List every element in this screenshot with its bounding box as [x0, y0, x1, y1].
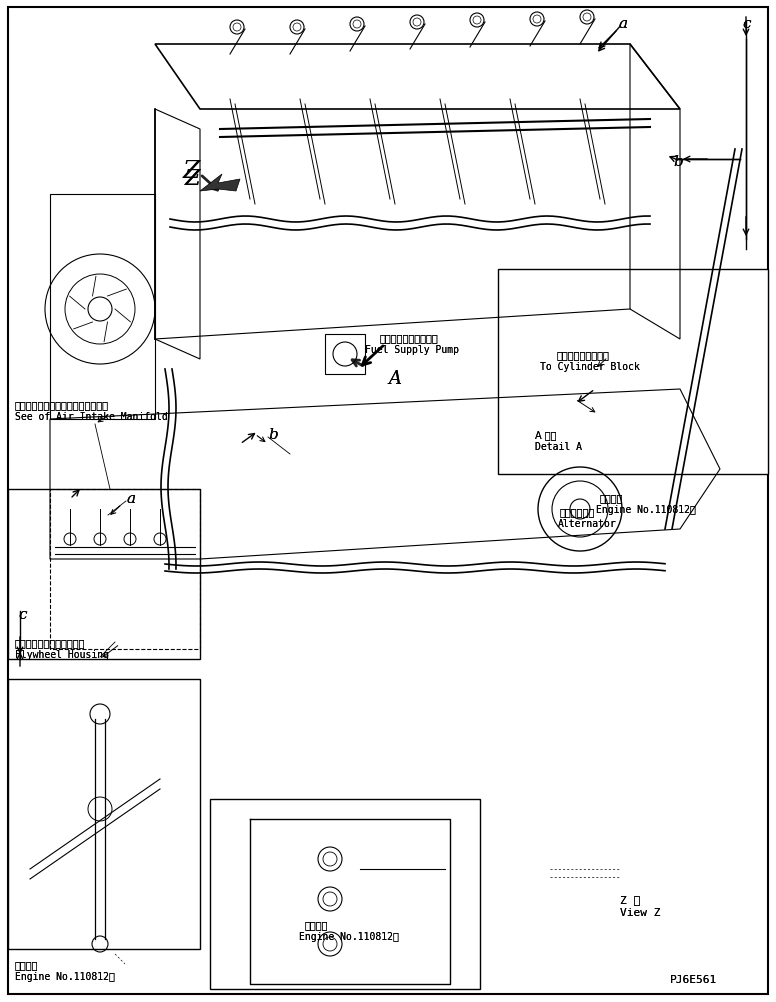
- Text: A 詳細: A 詳細: [535, 430, 556, 440]
- Polygon shape: [200, 174, 240, 191]
- Text: c: c: [742, 17, 750, 31]
- Text: オルタネータ: オルタネータ: [560, 506, 595, 516]
- Text: Engine No.110812～: Engine No.110812～: [299, 931, 399, 941]
- Text: 適用号機: 適用号機: [600, 493, 623, 502]
- Text: b: b: [268, 428, 278, 442]
- Text: Engine No.110812～: Engine No.110812～: [15, 971, 115, 981]
- Text: Z: Z: [183, 160, 200, 182]
- Text: A: A: [388, 370, 401, 388]
- Text: See of Air Intake Manifold: See of Air Intake Manifold: [15, 412, 168, 422]
- Text: エアーインテークマニホールド参照: エアーインテークマニホールド参照: [15, 400, 109, 410]
- Text: View Z: View Z: [620, 907, 660, 917]
- Text: Detail A: Detail A: [535, 442, 582, 452]
- Text: Flywheel Housing: Flywheel Housing: [15, 649, 109, 659]
- Bar: [325, 335, 365, 375]
- Text: Z: Z: [185, 167, 200, 189]
- Text: エアーインテークマニホールド参照: エアーインテークマニホールド参照: [15, 400, 109, 410]
- Text: a: a: [126, 492, 135, 505]
- Text: Engine No.110812～: Engine No.110812～: [15, 971, 115, 981]
- Text: Detail A: Detail A: [535, 442, 582, 452]
- Text: フライホイールハウジング: フライホイールハウジング: [15, 637, 85, 647]
- Text: A 詳細: A 詳細: [535, 430, 556, 440]
- Text: 適用号機: 適用号機: [15, 959, 39, 969]
- Text: 適用号機: 適用号機: [305, 919, 328, 929]
- Text: PJ6E561: PJ6E561: [670, 974, 717, 984]
- Text: Engine No.110812～: Engine No.110812～: [299, 931, 399, 941]
- Text: To Cylinder Block: To Cylinder Block: [540, 362, 640, 372]
- Text: フエルサプライポンプ: フエルサプライポンプ: [380, 333, 438, 343]
- Text: Engine No.110812～: Engine No.110812～: [596, 504, 696, 514]
- Bar: [8, 679, 200, 949]
- Text: 適用号機: 適用号機: [305, 919, 328, 929]
- Text: b: b: [268, 428, 278, 442]
- Text: PJ6E561: PJ6E561: [670, 974, 717, 984]
- Text: c: c: [742, 17, 750, 31]
- Text: A: A: [388, 370, 401, 388]
- Text: Z: Z: [185, 167, 200, 189]
- Text: a: a: [126, 492, 135, 505]
- Text: オルタネータ: オルタネータ: [560, 506, 595, 516]
- Text: b: b: [673, 155, 683, 168]
- Text: 適用号機: 適用号機: [600, 493, 623, 502]
- Text: a: a: [618, 17, 627, 31]
- Text: Fuel Supply Pump: Fuel Supply Pump: [365, 345, 459, 355]
- Text: Z 視: Z 視: [620, 894, 640, 904]
- Bar: [210, 800, 480, 989]
- Text: Fuel Supply Pump: Fuel Supply Pump: [365, 345, 459, 355]
- Text: a: a: [618, 17, 627, 31]
- Text: フエルサプライポンプ: フエルサプライポンプ: [380, 333, 438, 343]
- Text: Engine No.110812～: Engine No.110812～: [596, 504, 696, 514]
- Text: 適用号機: 適用号機: [15, 959, 39, 969]
- Bar: [8, 490, 200, 659]
- Bar: [498, 270, 768, 475]
- Text: See of Air Intake Manifold: See of Air Intake Manifold: [15, 412, 168, 422]
- Text: フライホイールハウジング: フライホイールハウジング: [15, 637, 85, 647]
- Text: c: c: [18, 607, 26, 621]
- Text: Alternator: Alternator: [558, 518, 617, 528]
- Text: View Z: View Z: [620, 907, 660, 917]
- Text: Flywheel Housing: Flywheel Housing: [15, 649, 109, 659]
- Text: シリンダブロックへ: シリンダブロックへ: [557, 350, 610, 360]
- Text: To Cylinder Block: To Cylinder Block: [540, 362, 640, 372]
- Text: c: c: [18, 607, 26, 621]
- Text: Z 視: Z 視: [620, 894, 640, 904]
- Text: シリンダブロックへ: シリンダブロックへ: [557, 350, 610, 360]
- Text: b: b: [673, 155, 683, 168]
- Text: Alternator: Alternator: [558, 518, 617, 528]
